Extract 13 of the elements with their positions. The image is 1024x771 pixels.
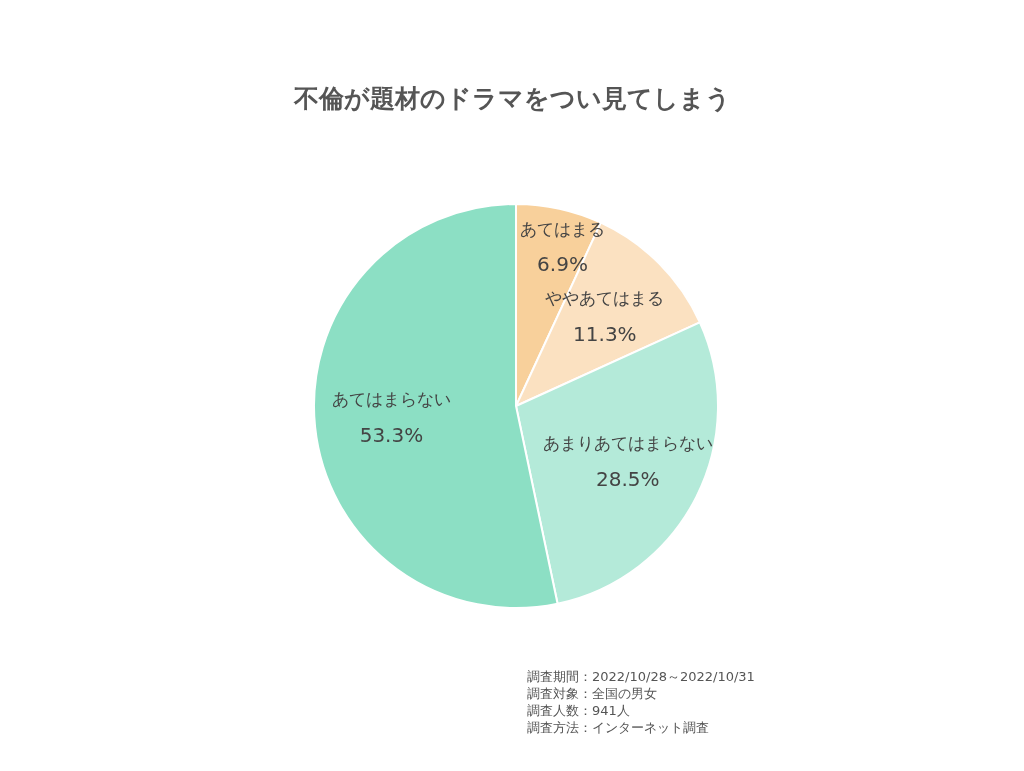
text: 調査方法：インターネット調査 (527, 719, 710, 736)
slice-label: あてはまる (520, 218, 605, 239)
slice-label: あてはまらない (331, 389, 451, 410)
chart-title: 不倫が題材のドラマをつい見てしまう (292, 83, 732, 115)
data-label: 28.5% (595, 466, 660, 491)
text: 調査対象：全国の男女 (527, 685, 658, 702)
data-label: 11.3% (573, 321, 637, 346)
text: 調査期間：2022/10/28～2022/10/31 (527, 668, 755, 685)
data-label: 6.9% (537, 252, 588, 277)
data-label: 53.3% (359, 423, 424, 448)
slice-label: ややあてはまる (545, 288, 665, 309)
slice-label: あまりあてはまらない (542, 432, 713, 453)
text: 調査人数：941人 (527, 702, 631, 719)
